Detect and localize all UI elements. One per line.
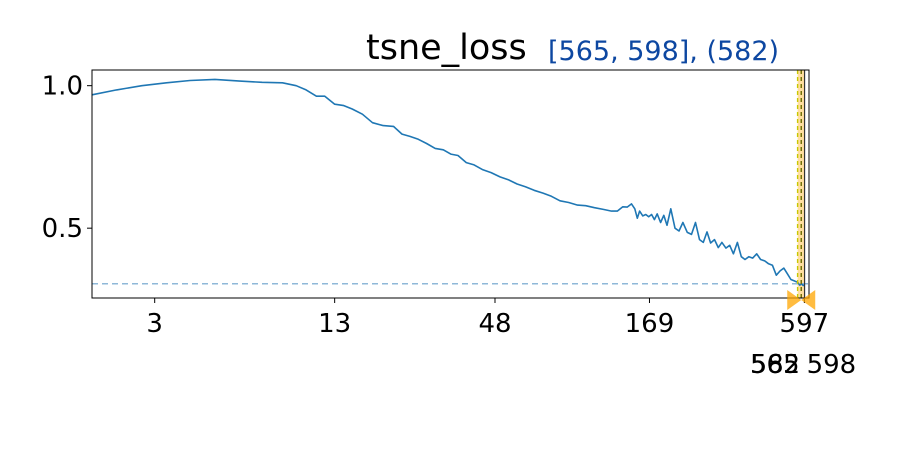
series-line — [91, 78, 805, 287]
x-tick-label: 48 — [478, 309, 511, 339]
highlight-end-label: 598 — [807, 350, 857, 380]
best-point-marker — [787, 290, 816, 310]
highlight-start-label: 565 — [750, 350, 800, 380]
x-tick-label: 3 — [146, 309, 163, 339]
y-tick-label: 1.0 — [42, 72, 83, 102]
highlight-range-label: [565, 598], (582) — [548, 36, 780, 67]
chart-title: tsne_loss — [366, 28, 527, 68]
highlight-best-label: 582 — [751, 350, 801, 380]
x-tick-label: 597 — [780, 309, 830, 339]
x-tick-label: 13 — [318, 309, 351, 339]
y-tick-label: 0.5 — [42, 214, 83, 244]
plot-frame — [91, 69, 810, 299]
x-tick-label: 169 — [625, 309, 675, 339]
